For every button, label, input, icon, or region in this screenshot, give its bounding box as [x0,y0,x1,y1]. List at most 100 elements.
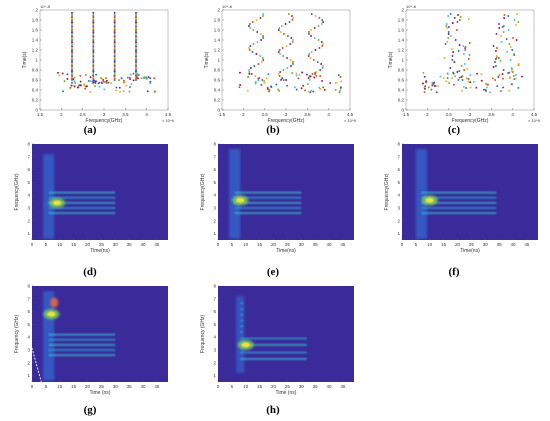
data-point [458,70,461,72]
data-point [262,59,265,61]
data-point [469,81,472,84]
data-point [320,63,323,65]
y-exponent: 10^-8 [40,4,51,9]
data-point [142,77,145,80]
data-point [92,27,95,30]
data-point [135,17,137,20]
data-point [495,47,498,49]
data-point [292,17,295,19]
data-point [100,77,103,80]
data-point [135,69,137,72]
x-tick-label: 5 [415,242,418,247]
y-tick-label: 0.6 [32,78,39,83]
data-point [337,74,340,77]
x-exponent: × 10^9 [528,118,541,123]
data-point [279,31,282,33]
data-point [447,31,450,33]
y-tick-label: 1.6 [398,28,405,33]
x-tick-label: 2 [242,112,245,117]
data-point [322,86,325,89]
data-point [462,85,465,88]
data-point [249,67,252,69]
data-point [66,77,69,80]
data-point [338,91,341,94]
y-tick-label: 1 [35,58,38,63]
data-point [321,80,324,82]
x-tick-label: 3.5 [488,112,495,117]
y-tick-label: 2 [397,218,400,223]
data-point [495,55,498,57]
data-point [499,60,502,62]
y-tick-label: 7 [213,154,216,159]
data-point [292,39,295,41]
data-point [123,80,126,83]
x-tick-label: 40 [141,384,147,389]
data-point [136,72,139,75]
data-point [282,79,285,81]
scatter-points [57,11,157,93]
data-point [322,21,325,23]
data-point [444,43,447,45]
data-point [135,14,137,17]
data-point [461,75,464,77]
data-point [71,14,73,17]
data-point [458,44,461,46]
axes-a: 1.5 2 2.5 3 3.5 4 4.5 0 0.2 0.4 0.6 0.8 1 1.2 1.4 1.6 1.… [22,8,172,125]
data-point [339,76,342,78]
data-point [92,76,95,79]
panel-a: 1.5 2 2.5 3 3.5 4 4.5 0 0.2 0.4 0.6 0.8 1 1.2 1.4 1.6 1.… [18,2,175,130]
data-point [135,25,137,28]
data-point [113,72,116,74]
data-point [135,67,137,70]
data-point [135,34,137,37]
data-point [318,86,321,89]
data-point [71,42,73,45]
data-point [494,65,497,67]
data-point [279,71,282,73]
data-point [338,89,341,92]
x-tick-label: 3 [103,112,106,117]
data-point [102,79,105,81]
data-point [285,45,288,47]
data-point [507,15,510,17]
data-point [71,67,73,70]
energy-ring [239,307,244,311]
data-point [79,80,82,83]
data-point [84,73,87,76]
data-point [73,80,76,83]
y-tick-label: 6 [213,309,216,314]
data-point [92,73,95,76]
y-tick-label: 5 [27,180,30,185]
data-point [154,90,156,93]
x-tick-label: 2 [426,112,429,117]
energy-peak [47,311,56,317]
x-tick-label: 25 [285,242,291,247]
data-point [113,34,116,37]
data-point [517,21,520,23]
data-point [321,45,324,47]
x-tick-label: 10 [57,242,63,247]
data-point [290,15,293,17]
data-point [494,50,497,52]
data-point [113,65,116,67]
energy-band [421,196,497,200]
data-point [498,23,500,25]
data-point [290,65,292,67]
data-point [113,70,116,73]
data-point [113,17,116,20]
data-point [89,76,92,79]
data-point [476,72,479,75]
data-point [83,84,86,87]
data-point [71,23,73,25]
data-point [135,62,137,65]
y-tick-label: 1.8 [398,18,405,23]
y-tick-label: 0.2 [32,98,39,103]
data-point [286,35,289,37]
data-point [73,85,76,88]
data-point [308,79,311,81]
data-point [334,81,337,84]
data-point [113,32,116,35]
data-point [469,74,472,77]
axes-b: 1.5 2 2.5 3 3.5 4 4.5 0 0.2 0.4 0.6 0.8 1 1.2 1.4 1.6 1.… [204,8,354,125]
